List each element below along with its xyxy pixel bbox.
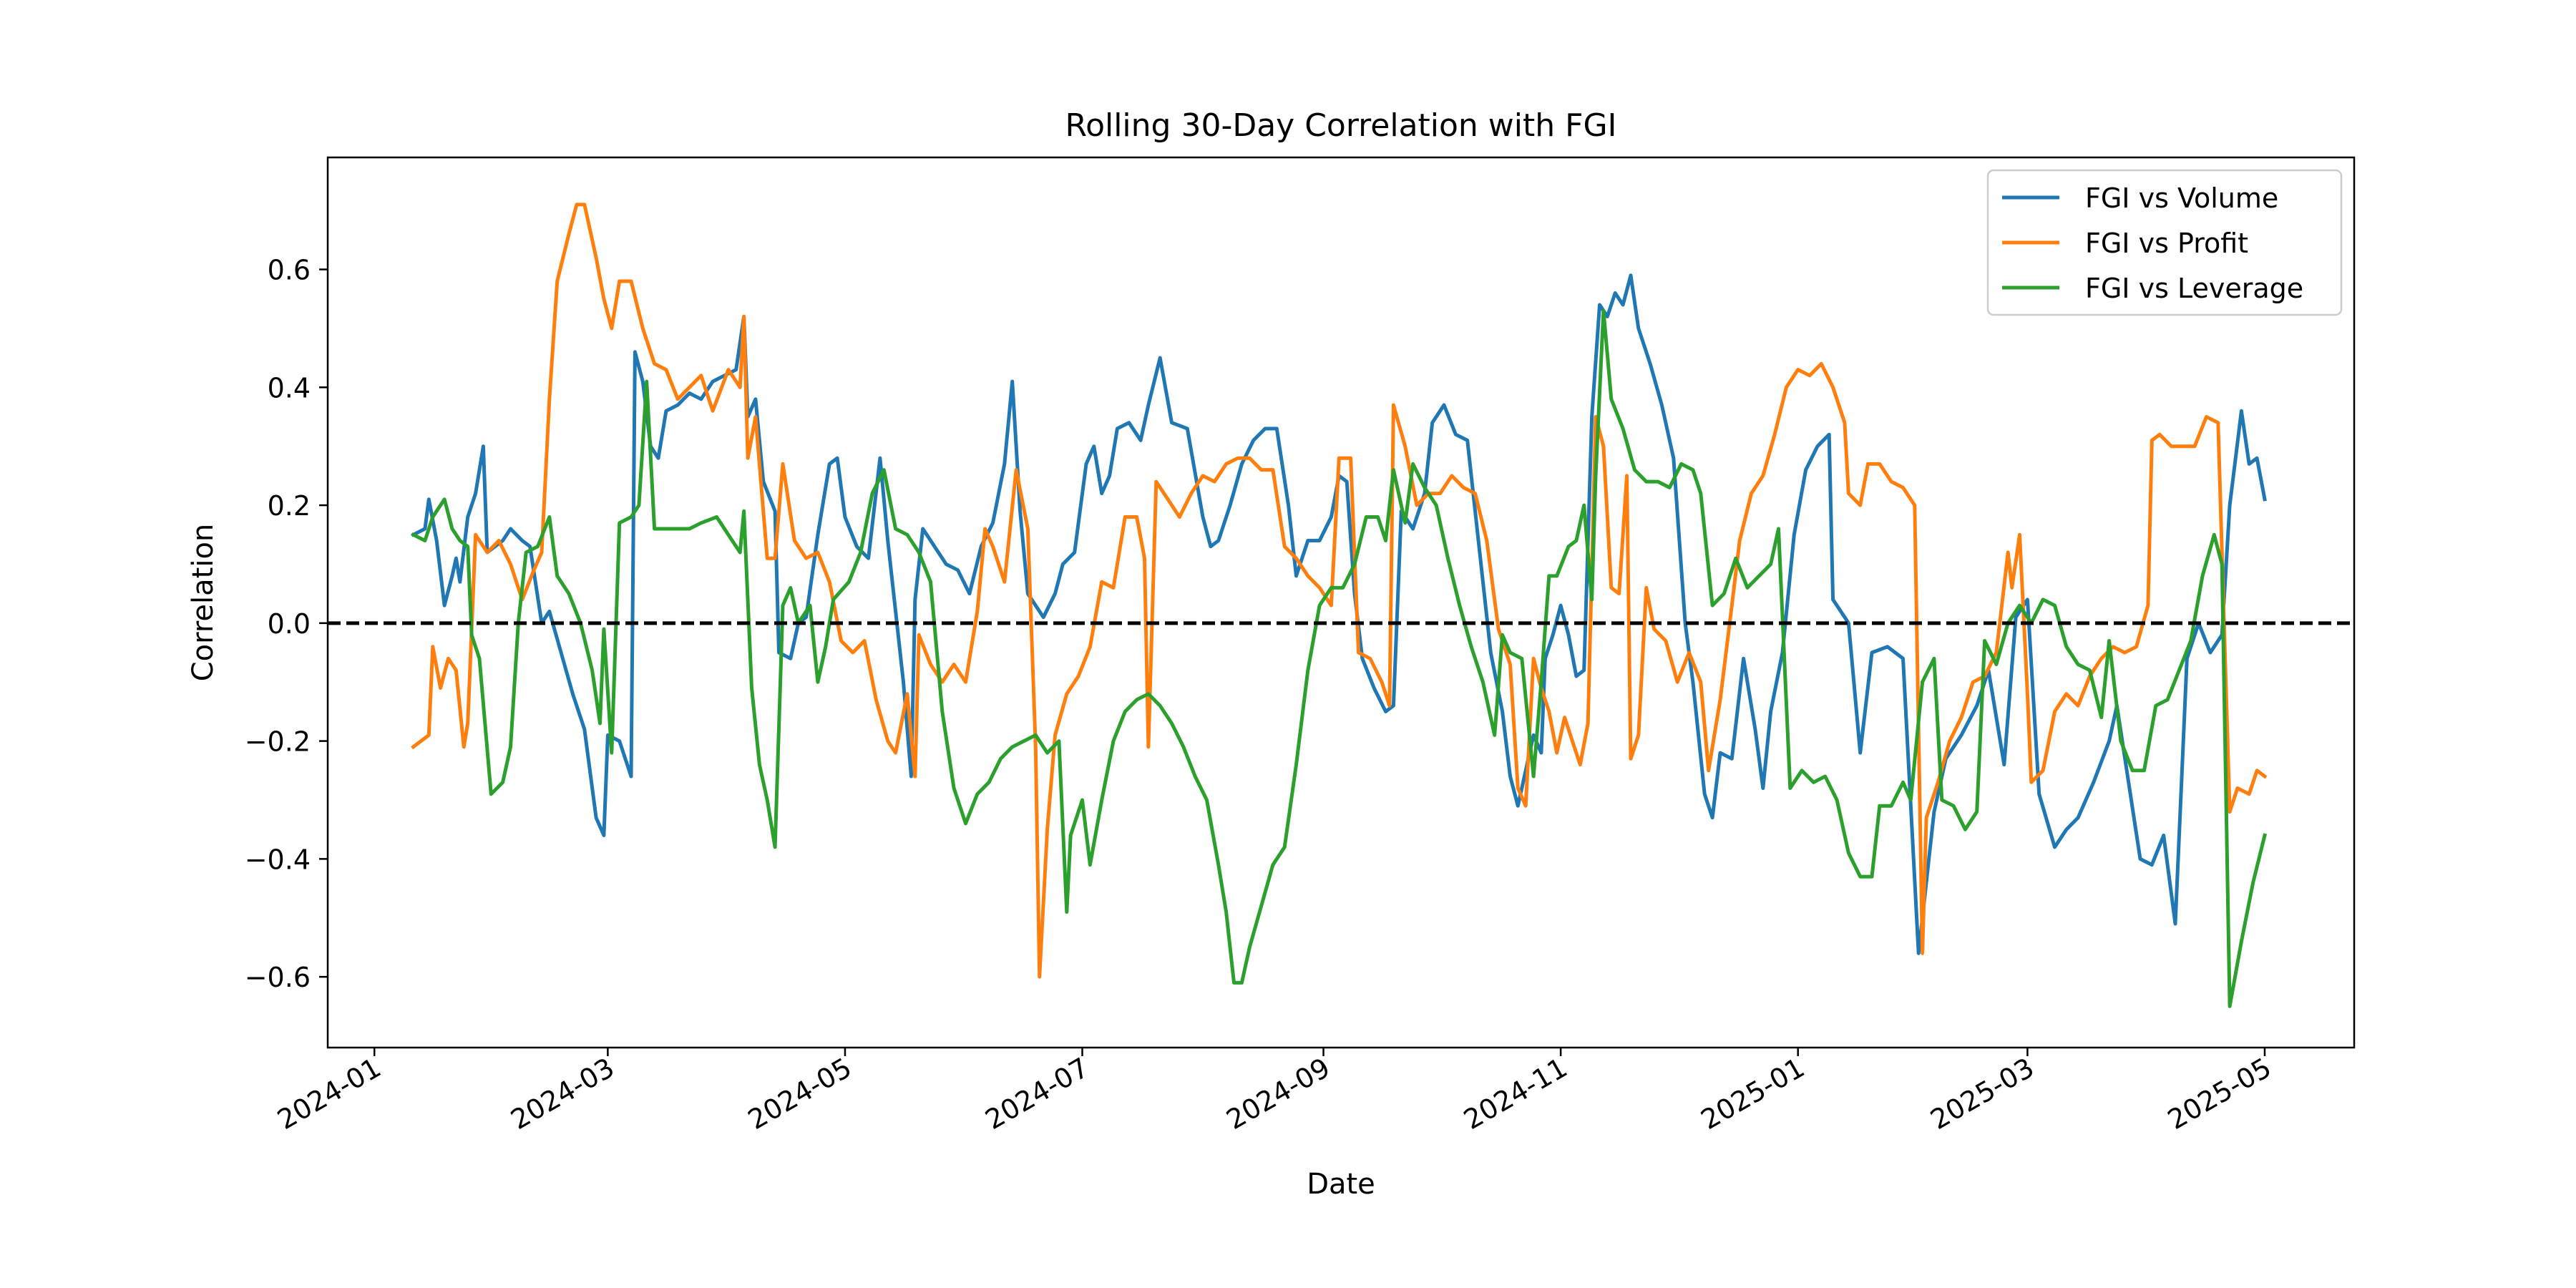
- x-tick-label: 2024-09: [1221, 1052, 1336, 1136]
- y-tick-label: 0.0: [268, 608, 311, 640]
- x-tick-label: 2024-11: [1458, 1052, 1573, 1136]
- x-tick-label: 2025-03: [1925, 1052, 2039, 1136]
- y-tick-label: −0.2: [245, 726, 311, 758]
- y-tick-label: 0.6: [268, 255, 311, 286]
- y-tick-label: −0.6: [245, 962, 311, 993]
- legend: FGI vs Volume FGI vs Profit FGI vs Leverag…: [1986, 169, 2343, 316]
- legend-label-fgi-vs-profit: FGI vs Profit: [2085, 228, 2248, 259]
- y-tick-label: 0.4: [268, 372, 311, 404]
- series-line-fgi-vs-volume: [411, 273, 2267, 955]
- x-tick-label: 2025-01: [1696, 1052, 1810, 1136]
- y-tick-label: 0.2: [268, 490, 311, 522]
- y-axis-label: Correlation: [187, 524, 220, 682]
- x-tick-label: 2024-03: [505, 1052, 620, 1136]
- x-tick-label: 2024-05: [743, 1052, 857, 1136]
- x-tick-label: 2025-05: [2162, 1052, 2277, 1136]
- plot-frame: [326, 156, 2356, 1049]
- series-lines: [411, 203, 2268, 1008]
- x-tick-label: 2024-01: [272, 1052, 386, 1136]
- legend-label-fgi-vs-volume: FGI vs Volume: [2085, 182, 2278, 214]
- legend-label-fgi-vs-leverage: FGI vs Leverage: [2085, 273, 2303, 304]
- series-line-fgi-vs-profit: [411, 203, 2268, 979]
- y-tick-label: −0.4: [245, 844, 311, 875]
- series-line-fgi-vs-leverage: [411, 308, 2268, 1008]
- legend-box: [1986, 169, 2343, 316]
- x-tick-label: 2024-07: [980, 1052, 1095, 1136]
- chart-title: Rolling 30-Day Correlation with FGI: [1065, 107, 1616, 144]
- x-axis-label: Date: [1307, 1168, 1375, 1201]
